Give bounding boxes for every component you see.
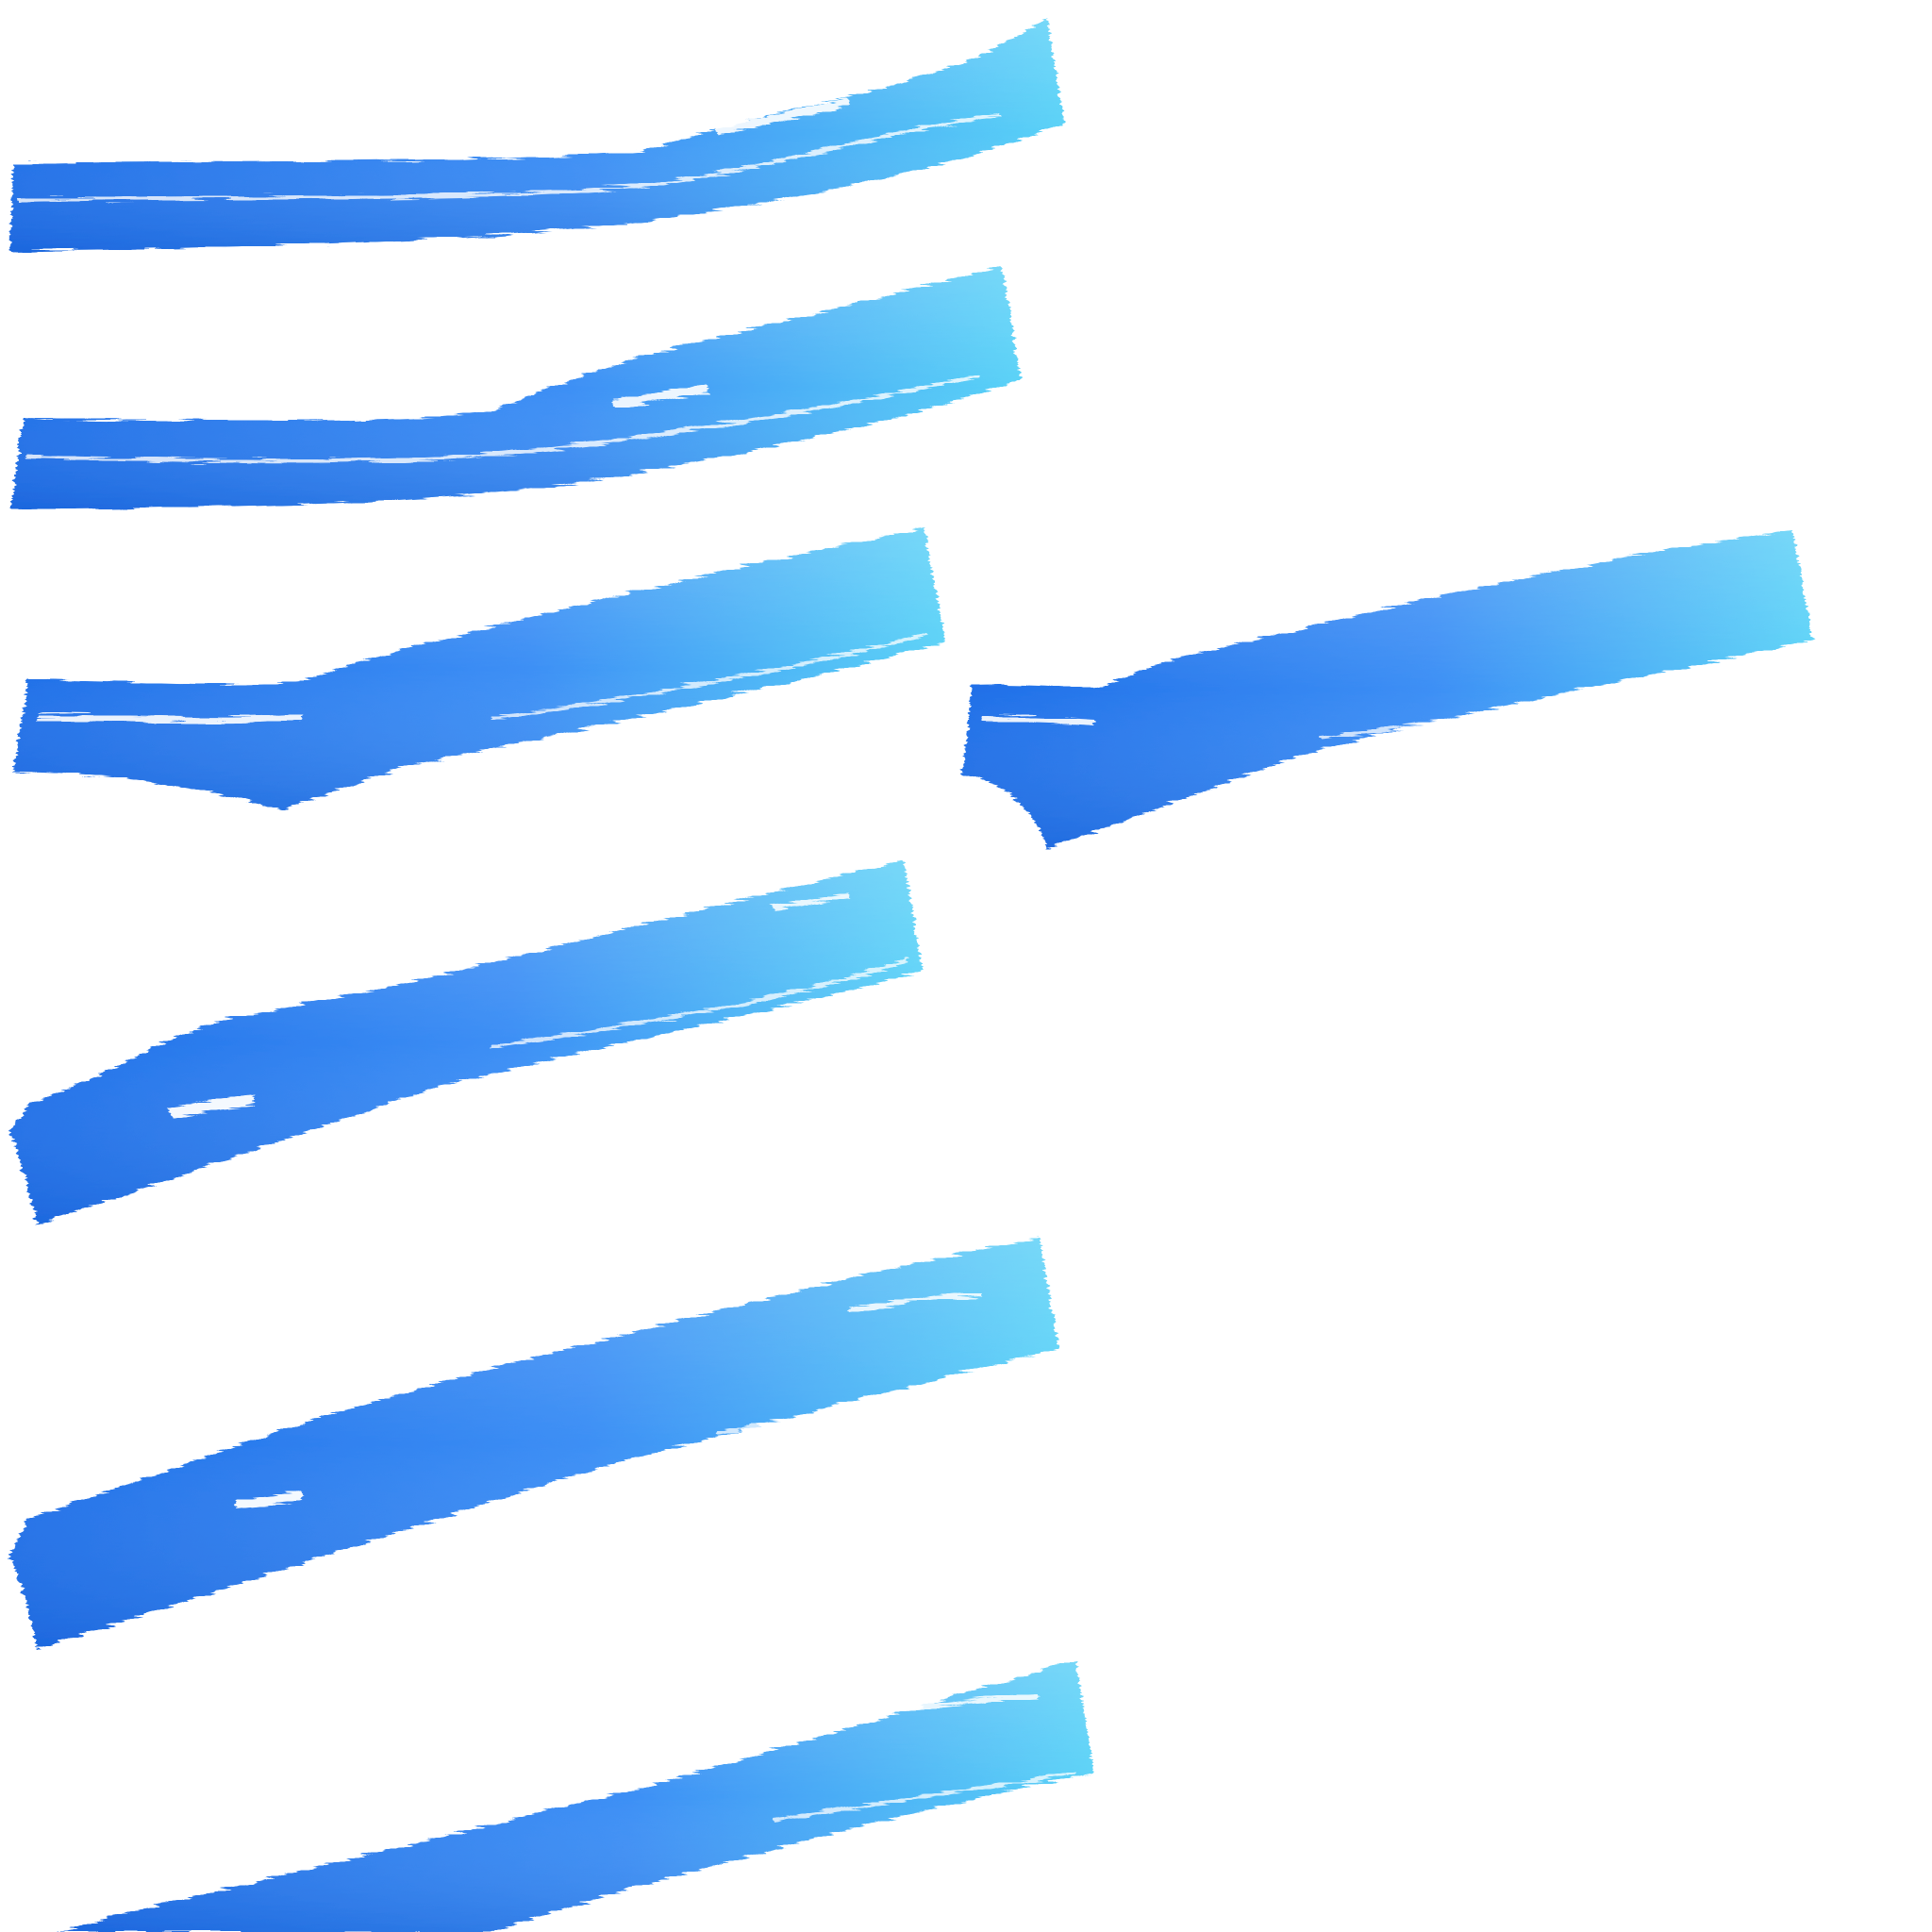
brush-stroke-7	[57, 1660, 1094, 1932]
brush-stroke-1	[9, 17, 1064, 251]
brush-stroke-6	[9, 1238, 1058, 1649]
brush-stroke-3	[13, 528, 945, 809]
brush-stroke-4	[962, 530, 1813, 849]
brush-stroke-5	[9, 860, 923, 1224]
brush-stroke-2	[11, 266, 1021, 509]
